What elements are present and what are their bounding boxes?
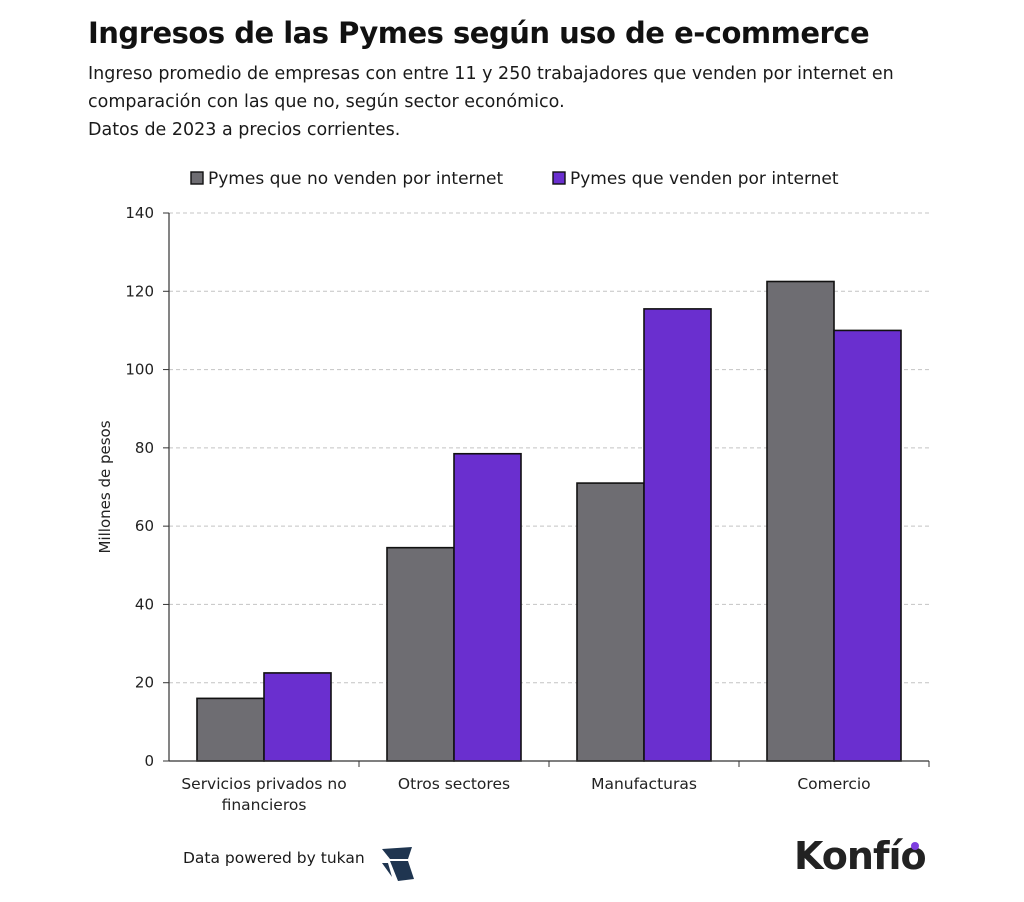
bar-venden — [263, 672, 332, 762]
y-tick-label: 140 — [125, 204, 154, 222]
subtitle-line-1: Ingreso promedio de empresas con entre 1… — [88, 64, 894, 84]
x-tick-label: Comercio — [797, 775, 870, 793]
y-tick-label: 60 — [135, 517, 154, 535]
y-tick-label: 100 — [125, 361, 154, 379]
legend-label: Pymes que no venden por internet — [208, 169, 503, 189]
bar-no-venden — [386, 546, 455, 762]
bar-venden — [833, 329, 902, 762]
y-tick-label: 0 — [144, 752, 154, 770]
bar-chart: 0 20 40 60 80 100 120 140 Millones de pesos Servi… — [96, 169, 930, 814]
y-tick-label: 80 — [135, 439, 154, 457]
konfio-logo: Konfío — [794, 834, 927, 878]
data-credit: Data powered by tukan — [183, 849, 365, 867]
y-axis-label: Millones de pesos — [96, 420, 114, 553]
bar-no-venden — [576, 482, 645, 762]
subtitle-line-3: Datos de 2023 a precios corrientes. — [88, 120, 401, 140]
x-tick-label: Otros sectores — [398, 775, 510, 793]
legend-label: Pymes que venden por internet — [570, 169, 839, 189]
konfio-logo-dot-icon — [911, 842, 919, 850]
x-tick-label: Manufacturas — [591, 775, 697, 793]
legend-swatch — [190, 171, 204, 185]
chart-subtitle: Ingreso promedio de empresas con entre 1… — [88, 60, 948, 144]
legend-swatch — [552, 171, 566, 185]
subtitle-line-2: comparación con las que no, según sector… — [88, 92, 565, 112]
y-tick-label: 40 — [135, 595, 154, 613]
y-tick-label: 20 — [135, 674, 154, 692]
bar-venden — [643, 308, 712, 762]
x-tick-label: financieros — [222, 796, 307, 814]
x-tick-label: Servicios privados no — [181, 775, 346, 793]
bar-no-venden — [196, 697, 265, 762]
tukan-logo-icon — [382, 847, 414, 881]
bar-venden — [453, 452, 522, 762]
y-tick-label: 120 — [125, 282, 154, 300]
chart-title: Ingresos de las Pymes según uso de e-com… — [88, 16, 870, 50]
bar-no-venden — [766, 280, 835, 762]
